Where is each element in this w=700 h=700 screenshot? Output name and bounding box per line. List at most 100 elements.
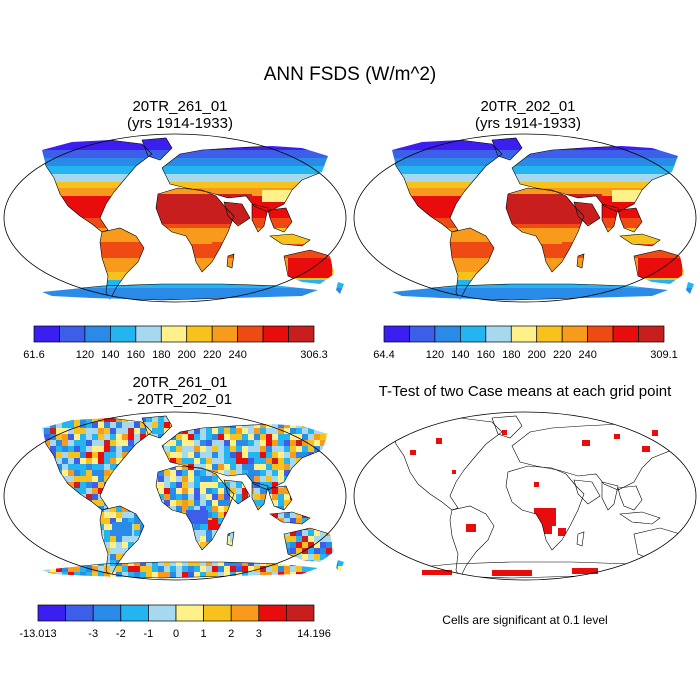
diff-cell xyxy=(116,440,122,446)
diff-cell xyxy=(344,512,348,518)
coastline-arabia xyxy=(573,479,601,505)
colorbar-tick-label: 160 xyxy=(477,349,495,361)
diff-cell xyxy=(320,566,326,572)
diff-cell xyxy=(290,530,296,536)
diff-cell xyxy=(164,560,170,566)
colorbar-3-labels: -13.013 -3 -2 -1 0 1 2 3 14.196 xyxy=(19,628,330,640)
diff-cell xyxy=(278,488,284,494)
coastline-africa xyxy=(505,187,585,273)
diff-cell xyxy=(98,572,104,578)
diff-cell xyxy=(296,434,302,440)
diff-cell xyxy=(128,542,134,548)
diff-cell xyxy=(188,560,194,566)
diff-cell xyxy=(206,446,212,452)
diff-cell xyxy=(302,554,308,560)
diff-cell xyxy=(2,560,8,566)
diff-cell xyxy=(284,518,290,524)
diff-cell xyxy=(338,464,344,470)
coastline-nz xyxy=(685,559,695,573)
diff-cell xyxy=(50,410,56,416)
diff-cell xyxy=(128,512,134,518)
coastline-arabia xyxy=(223,479,251,505)
diff-cell xyxy=(158,566,164,572)
diff-cell xyxy=(206,530,212,536)
diff-cell xyxy=(104,578,110,582)
diff-cell xyxy=(38,410,44,416)
diff-cell xyxy=(86,446,92,452)
diff-cell xyxy=(8,452,14,458)
diff-cell xyxy=(194,464,200,470)
diff-cell xyxy=(194,482,200,488)
diff-cell xyxy=(302,572,308,578)
diff-cell xyxy=(320,446,326,452)
diff-cell xyxy=(200,536,206,542)
colorbar-swatch xyxy=(561,325,588,343)
colorbar-tick-label: 140 xyxy=(451,349,469,361)
panel3-title: 20TR_261_01 - 20TR_202_01 xyxy=(70,374,290,408)
colorbar-tick-label: 200 xyxy=(178,349,196,361)
diff-cell xyxy=(176,566,182,572)
diff-cell xyxy=(326,542,332,548)
diff-cell xyxy=(2,548,8,554)
diff-cell xyxy=(248,452,254,458)
diff-cell xyxy=(20,578,26,582)
diff-cell xyxy=(296,422,302,428)
diff-cell xyxy=(254,410,260,416)
diff-cell xyxy=(266,470,272,476)
diff-cell xyxy=(212,482,218,488)
colorbar-swatch xyxy=(434,325,461,343)
diff-cell xyxy=(14,536,20,542)
diff-cell xyxy=(92,428,98,434)
diff-cell xyxy=(80,572,86,578)
coastline-arabia xyxy=(573,201,601,227)
diff-cell xyxy=(158,470,164,476)
diff-cell xyxy=(314,422,320,428)
diff-cell xyxy=(44,560,50,566)
colorbar-tick-label: 240 xyxy=(228,349,246,361)
diff-cell xyxy=(284,512,290,518)
diff-eafrica-positive xyxy=(208,520,218,530)
diff-cell xyxy=(68,476,74,482)
diff-cell xyxy=(56,560,62,566)
diff-cell xyxy=(344,536,348,542)
colorbar-swatch xyxy=(485,325,512,343)
diff-cell xyxy=(290,566,296,572)
diff-cell xyxy=(44,572,50,578)
coastline-greenland xyxy=(491,415,523,439)
diff-cell xyxy=(284,416,290,422)
diff-cell xyxy=(338,452,344,458)
diff-cell xyxy=(212,566,218,572)
diff-cell xyxy=(38,578,44,582)
diff-cell xyxy=(92,446,98,452)
diff-cell xyxy=(116,410,122,416)
diff-cell xyxy=(80,452,86,458)
diff-cell xyxy=(122,446,128,452)
diff-cell xyxy=(68,452,74,458)
lat-band xyxy=(42,182,344,188)
diff-cell xyxy=(344,470,348,476)
diff-cell xyxy=(296,512,302,518)
diff-cell xyxy=(194,506,200,512)
diff-cell xyxy=(308,578,314,582)
coastline-seasia xyxy=(617,207,643,233)
congo-cloudy xyxy=(182,230,212,244)
diff-cell xyxy=(260,452,266,458)
diff-cell xyxy=(140,566,146,572)
diff-cell xyxy=(122,428,128,434)
diff-cell xyxy=(230,440,236,446)
colorbar-tick-label: 0 xyxy=(173,628,179,640)
diff-cell xyxy=(62,440,68,446)
diff-cell xyxy=(158,482,164,488)
diff-cell xyxy=(92,452,98,458)
diff-cell xyxy=(212,428,218,434)
diff-cell xyxy=(116,458,122,464)
diff-cell xyxy=(182,440,188,446)
map1-layer xyxy=(3,133,347,303)
diff-cell xyxy=(62,422,68,428)
diff-cell xyxy=(230,452,236,458)
colorbar-swatch xyxy=(186,325,213,343)
diff-cell xyxy=(32,434,38,440)
diff-cell xyxy=(68,446,74,452)
diff-cell xyxy=(2,518,8,524)
diff-cell xyxy=(188,572,194,578)
